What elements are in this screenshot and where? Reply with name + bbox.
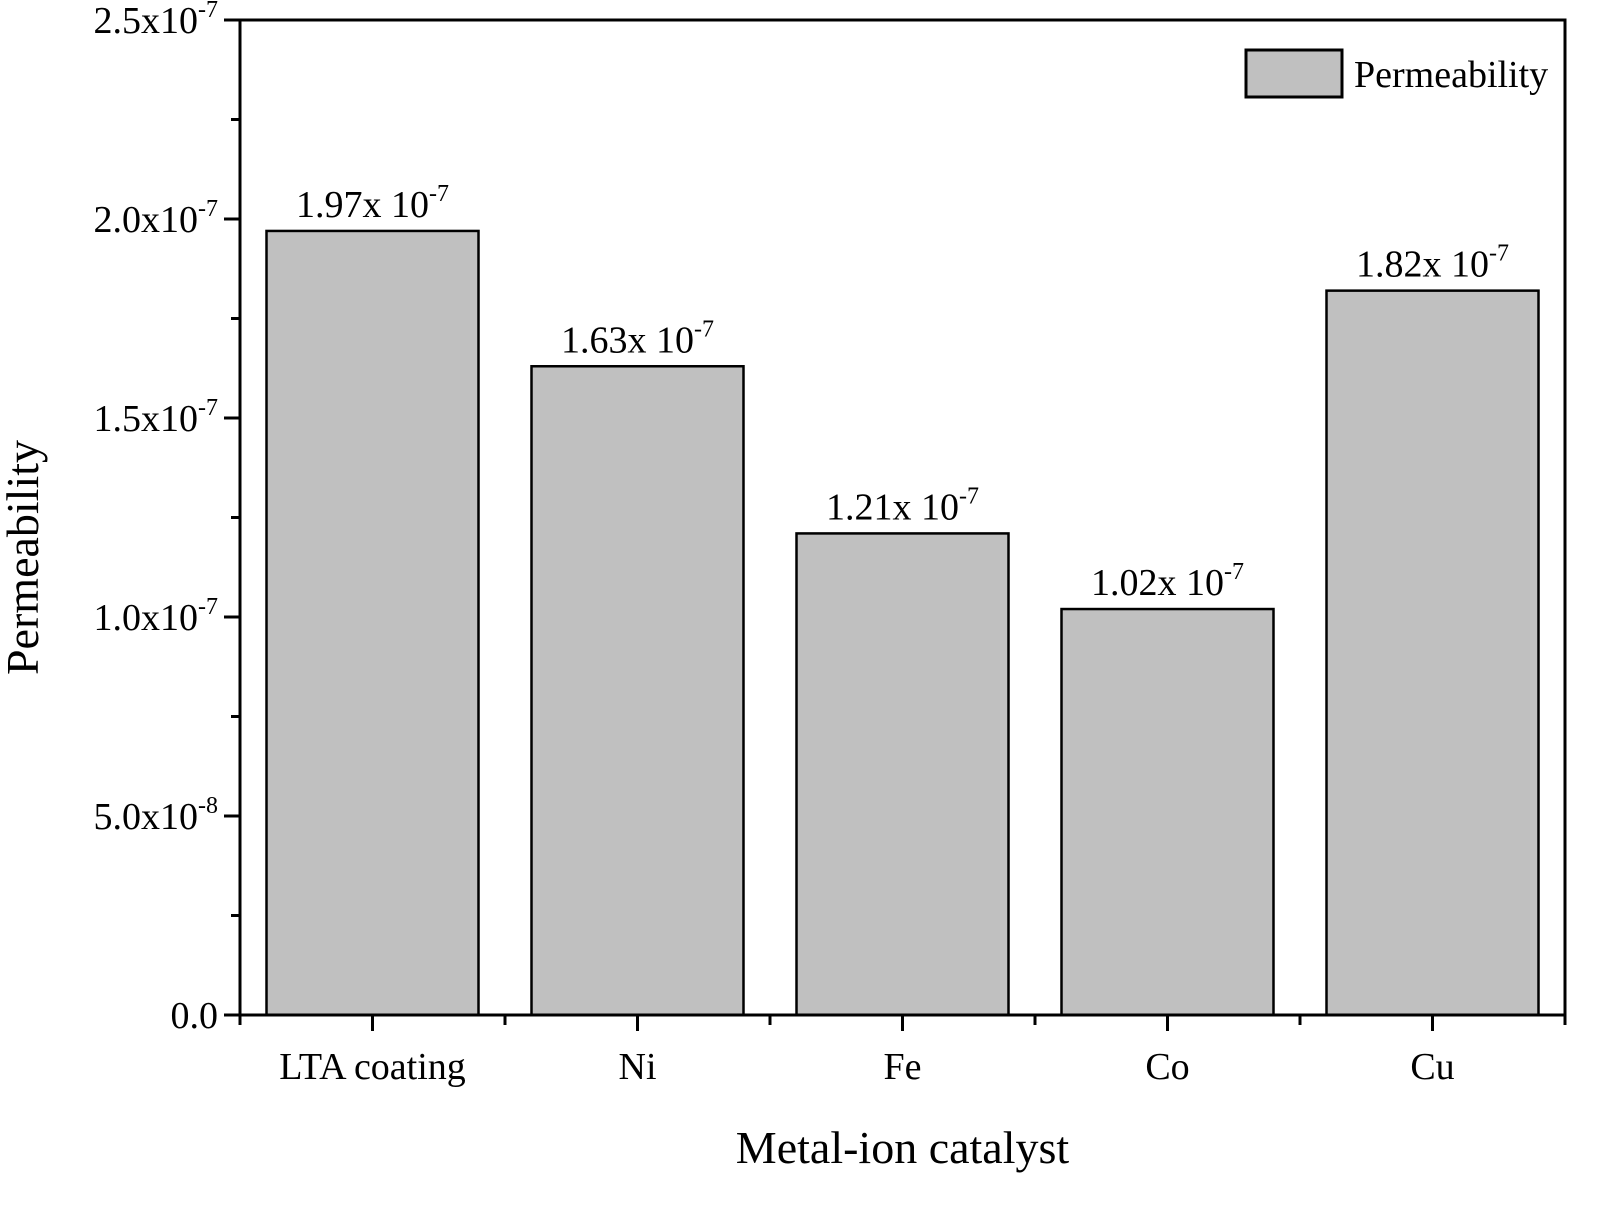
y-tick-label: 5.0x10-8 bbox=[94, 793, 219, 838]
x-tick-label: LTA coating bbox=[279, 1046, 466, 1088]
legend-label: Permeability bbox=[1354, 54, 1548, 96]
data-labels-group: 1.97x 10-7 1.63x 10-7 1.21x 10-7 1.02x 10-7… bbox=[296, 181, 1509, 604]
x-tick-label: Co bbox=[1145, 1046, 1189, 1088]
y-tick-label: 2.5x10-7 bbox=[94, 0, 219, 42]
x-axis: LTA coating Ni Fe Co Cu bbox=[238, 1015, 1567, 1088]
y-tick-label: 2.0x10-7 bbox=[94, 196, 219, 241]
data-label: 1.63x 10-7 bbox=[561, 316, 714, 361]
bar-ni bbox=[530, 365, 745, 1017]
x-tick-label: Fe bbox=[884, 1046, 922, 1088]
bar-lta-coating bbox=[265, 229, 480, 1017]
bars-group bbox=[265, 229, 1540, 1017]
y-axis: 0.0 5.0x10-8 1.0x10-7 1.5x10-7 2.0x10-7 2.5x1… bbox=[94, 0, 240, 1037]
bar-co bbox=[1060, 607, 1275, 1017]
x-tick-label: Ni bbox=[619, 1046, 657, 1088]
bar-fe bbox=[795, 532, 1010, 1017]
y-tick-label: 1.0x10-7 bbox=[94, 594, 219, 639]
x-axis-title: Metal-ion catalyst bbox=[736, 1122, 1070, 1173]
x-tick-label: Cu bbox=[1410, 1046, 1454, 1088]
y-tick-label: 1.5x10-7 bbox=[94, 395, 219, 440]
y-tick-label: 0.0 bbox=[171, 995, 219, 1037]
data-label: 1.82x 10-7 bbox=[1356, 241, 1509, 286]
y-axis-title: Permeability bbox=[0, 440, 48, 675]
legend-swatch bbox=[1244, 48, 1344, 99]
bar-cu bbox=[1325, 289, 1540, 1017]
data-label: 1.97x 10-7 bbox=[296, 181, 449, 226]
legend: Permeability bbox=[1244, 48, 1548, 99]
data-label: 1.02x 10-7 bbox=[1091, 559, 1244, 604]
data-label: 1.21x 10-7 bbox=[826, 483, 979, 528]
